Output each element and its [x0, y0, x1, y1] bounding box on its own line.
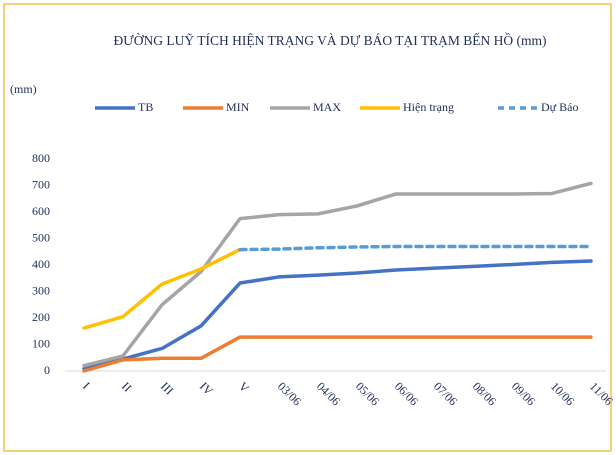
series-line [82, 181, 593, 368]
series-line [238, 244, 593, 252]
legend-label: MIN [226, 100, 250, 114]
y-tick-label: 400 [32, 257, 50, 271]
y-tick-label: 800 [32, 151, 50, 165]
y-tick-label: 500 [32, 230, 50, 244]
y-tick-label: 700 [32, 177, 50, 191]
legend-label: Dự Báo [541, 100, 579, 114]
series-line [82, 335, 593, 373]
legend-label: MAX [313, 100, 341, 114]
y-tick-label: 100 [32, 336, 50, 350]
legend-label: Hiện trạng [403, 100, 454, 114]
y-tick-label: 0 [44, 363, 50, 377]
legend-label: TB [138, 100, 153, 114]
chart-title: ĐƯỜNG LUỸ TÍCH HIỆN TRẠNG VÀ DỰ BÁO TẠI … [114, 33, 547, 48]
y-tick-label: 200 [32, 310, 50, 324]
y-axis-label: (mm) [10, 82, 37, 96]
series-line [82, 259, 593, 371]
y-tick-label: 600 [32, 204, 50, 218]
y-tick-label: 300 [32, 283, 50, 297]
chart-frame [3, 3, 612, 452]
series-line [82, 247, 242, 330]
